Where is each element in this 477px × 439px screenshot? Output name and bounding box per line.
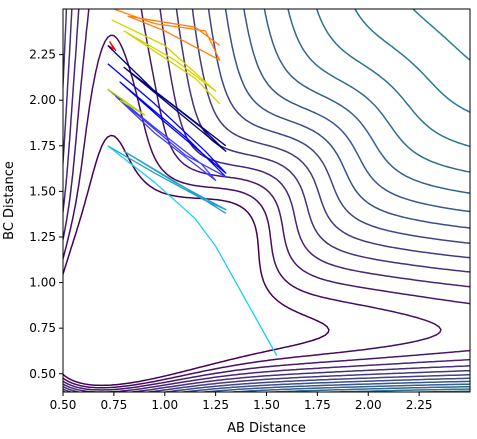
trajectory-line [107, 88, 146, 116]
trajectory-line [107, 88, 227, 182]
contour-level [63, 34, 442, 389]
trajectory-line [113, 9, 221, 61]
x-tick-label: 0.50 [50, 398, 77, 412]
y-tick-label: 1.25 [29, 230, 56, 244]
contour-level [310, 9, 470, 392]
y-axis-ticks: 0.50 0.75 1.00 1.25 1.50 1.75 2.00 2.25 [29, 48, 63, 381]
contour-lines [63, 9, 470, 392]
x-tick-label: 2.00 [355, 398, 382, 412]
x-tick-label: 0.75 [101, 398, 128, 412]
y-axis-label: BC Distance [2, 161, 17, 240]
trajectory-line [107, 63, 227, 178]
x-tick-label: 1.50 [253, 398, 280, 412]
x-axis-ticks: 0.50 0.75 1.00 1.25 1.50 1.75 2.00 2.25 [50, 392, 433, 412]
contour-level [176, 9, 470, 392]
trajectory-line [107, 145, 278, 356]
contour-level [196, 9, 470, 392]
trajectory-line [107, 45, 227, 152]
y-tick-label: 1.00 [29, 276, 56, 290]
y-tick-label: 0.50 [29, 367, 56, 381]
x-tick-label: 1.75 [304, 398, 331, 412]
x-tick-label: 1.25 [202, 398, 229, 412]
x-tick-label: 2.25 [406, 398, 433, 412]
contour-level [354, 9, 470, 392]
trajectory-line [107, 145, 227, 214]
x-tick-label: 1.00 [151, 398, 178, 412]
x-axis-label: AB Distance [227, 421, 306, 436]
contour-level [221, 9, 470, 392]
y-tick-label: 2.00 [29, 93, 56, 107]
trajectory-line [111, 19, 221, 105]
contour-level [63, 9, 470, 392]
y-tick-label: 1.50 [29, 184, 56, 198]
contour-level [63, 9, 470, 391]
contour-level [63, 134, 330, 387]
y-tick-label: 0.75 [29, 321, 56, 335]
trajectory-line [107, 41, 117, 52]
contour-level [63, 9, 470, 392]
trajectory-lines [107, 9, 278, 356]
y-tick-label: 1.75 [29, 139, 56, 153]
y-tick-label: 2.25 [29, 48, 56, 62]
contour-level [411, 9, 470, 62]
